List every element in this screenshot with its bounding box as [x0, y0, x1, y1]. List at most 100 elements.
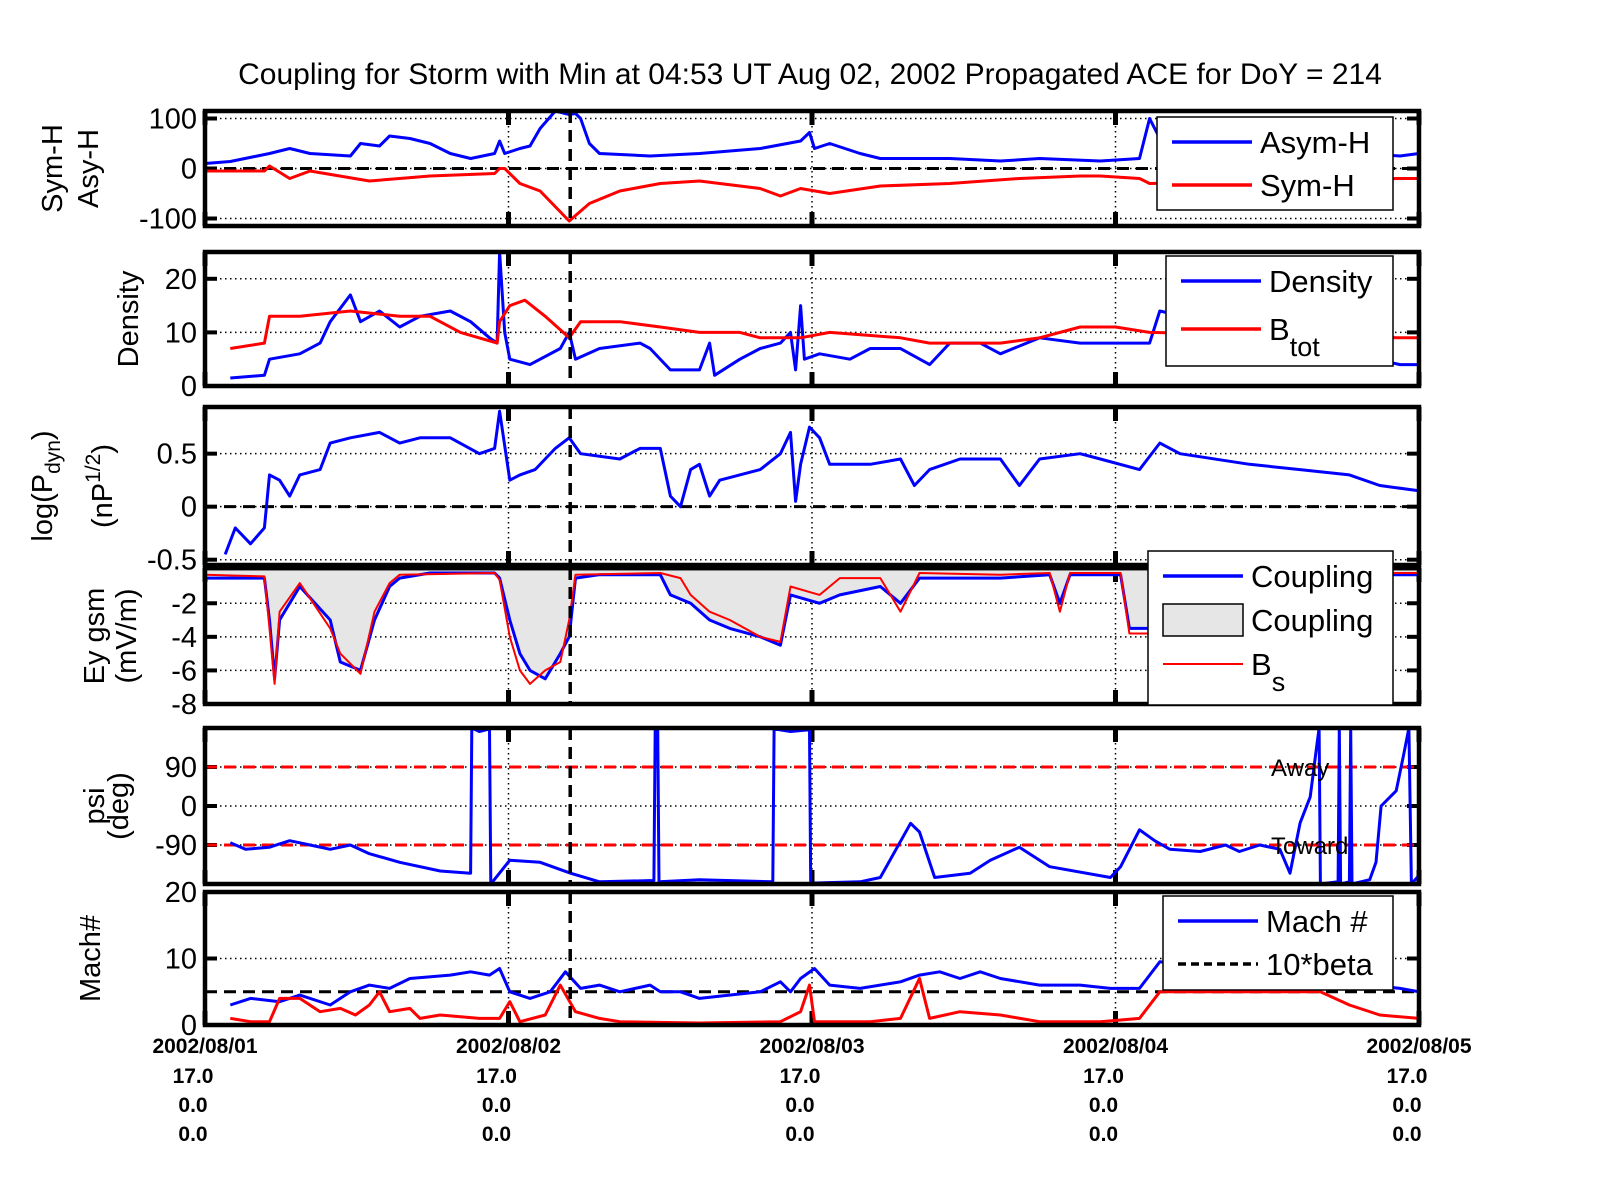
- x-tick-line3: 0.0: [1392, 1094, 1421, 1117]
- legend-label: Mach #: [1266, 904, 1368, 939]
- x-tick-line2: 17.0: [476, 1065, 517, 1088]
- y-axis-label: Mach#: [75, 915, 107, 1002]
- x-tick-line4: 0.0: [482, 1123, 511, 1146]
- legend-label-text: Density: [1269, 264, 1373, 299]
- y-tick-label: 10: [165, 317, 197, 349]
- y-tick-label: 0: [181, 1010, 197, 1042]
- panel-psi: -90 0 90 Away Toward psi(deg): [79, 725, 1422, 887]
- axes-box: [202, 404, 1422, 568]
- psi-annotation: Toward: [1271, 833, 1348, 860]
- plot-area: [230, 252, 1419, 380]
- y-tick-label: -8: [171, 689, 197, 721]
- y-axis-label-part: ): [87, 444, 119, 454]
- legend-box: [1165, 255, 1394, 367]
- y-axis-label: (mV/m): [111, 588, 143, 683]
- y-tick-label: 90: [165, 752, 197, 784]
- legend-label: Coupling: [1251, 603, 1373, 638]
- legend-label: Coupling: [1251, 559, 1373, 594]
- chart-title: Coupling for Storm with Min at 04:53 UT …: [238, 58, 1382, 91]
- y-axis-label: Ey gsm: [79, 588, 111, 685]
- legend-label: Sym-H: [1260, 168, 1355, 203]
- x-tick-line3: 0.0: [785, 1094, 814, 1117]
- legend-box: [1156, 116, 1394, 211]
- y-axis-label: log(Pdyn): [27, 430, 65, 541]
- y-tick-label: 10: [165, 944, 197, 976]
- x-tick-line3: 0.0: [482, 1094, 511, 1117]
- legend-label: Density: [1269, 264, 1373, 299]
- legend-label-text: Coupling: [1251, 603, 1373, 638]
- panel-density: 0 10 20 Density Density Btot: [113, 249, 1422, 403]
- legend-label-text: Coupling: [1251, 559, 1373, 594]
- x-tick-line3: 0.0: [178, 1094, 207, 1117]
- y-axis-label-part: Density: [113, 270, 145, 367]
- y-tick-label: -4: [171, 622, 197, 654]
- y-tick-label: -100: [139, 204, 197, 236]
- y-tick-label: -6: [171, 655, 197, 687]
- x-tick-line4: 0.0: [785, 1123, 814, 1146]
- y-axis-label-part: (deg): [103, 772, 135, 840]
- legend-label-text: B: [1269, 312, 1290, 347]
- psi-annotation: Away: [1271, 755, 1329, 782]
- y-axis-label-part: Ey gsm: [79, 588, 111, 685]
- x-tick-date: 2002/08/03: [759, 1035, 864, 1058]
- legend-label-text: Sym-H: [1260, 168, 1355, 203]
- series-line-mach-0: [229, 960, 1419, 1007]
- y-axis-label-part: dyn: [42, 440, 65, 474]
- x-axis-labels: 2002/08/01 17.0 0.0 0.0 2002/08/02 17.0 0.0 0.0…: [152, 1035, 1471, 1146]
- y-axis-label: Density: [113, 270, 145, 367]
- axes-box: [202, 725, 1422, 887]
- x-tick-date: 2002/08/05: [1366, 1035, 1471, 1058]
- y-axis-label-part: log(P: [27, 474, 59, 542]
- y-tick-label: 0.5: [157, 439, 197, 471]
- axes-box: [202, 565, 1422, 707]
- x-tick-line2: 17.0: [780, 1065, 821, 1088]
- legend-box: [1162, 895, 1394, 991]
- legend-label: 10*beta: [1266, 947, 1374, 982]
- legend-label-subscript: tot: [1290, 332, 1321, 362]
- y-tick-label: 0: [181, 371, 197, 403]
- y-tick-label: 0: [181, 791, 197, 823]
- y-axis-label: psi: [79, 787, 111, 824]
- x-tick-line4: 0.0: [1392, 1123, 1421, 1146]
- x-tick-line2: 17.0: [173, 1065, 214, 1088]
- x-tick-line4: 0.0: [178, 1123, 207, 1146]
- plot-area: [205, 960, 1419, 1025]
- legend-label: Bs: [1251, 647, 1285, 697]
- panel-ey: -8-6-4-2 Ey gsm (mV/m) Coupling Coupling Bs: [79, 550, 1422, 721]
- x-tick-line3: 0.0: [1089, 1094, 1118, 1117]
- y-tick-label: -0.5: [147, 545, 197, 577]
- y-axis-label-part: ): [27, 430, 59, 440]
- legend-label-text: B: [1251, 647, 1272, 682]
- x-tick-line4: 0.0: [1089, 1123, 1118, 1146]
- legend-mach: Mach # 10*beta: [1162, 895, 1394, 991]
- y-axis-label-part: (nP: [87, 483, 119, 528]
- legend-density: Density Btot: [1165, 255, 1394, 367]
- x-tick-date: 2002/08/02: [456, 1035, 561, 1058]
- series-line-pdyn-0: [223, 409, 1419, 555]
- y-tick-label: 0: [181, 492, 197, 524]
- y-axis-label-part: Asy-H: [73, 129, 105, 208]
- x-tick-line2: 17.0: [1387, 1065, 1428, 1088]
- y-axis-label-part: (mV/m): [111, 588, 143, 683]
- legend-label: Asym-H: [1260, 125, 1370, 160]
- y-tick-label: 20: [165, 264, 197, 296]
- y-axis-label-part: psi: [79, 787, 111, 824]
- y-axis-label: Sym-H: [37, 124, 69, 213]
- y-tick-label: 0: [181, 154, 197, 186]
- legend-label-subscript: s: [1272, 667, 1286, 697]
- panel-mach: 0 10 20 Mach# Mach # 10*beta: [75, 877, 1422, 1042]
- series-line-symh-1: [205, 164, 1419, 223]
- plot-area: [205, 568, 1419, 685]
- legend-label-text: Mach #: [1266, 904, 1368, 939]
- y-tick-label: -2: [171, 588, 197, 620]
- x-tick-line2: 17.0: [1083, 1065, 1124, 1088]
- y-axis-label-part: Mach#: [75, 915, 107, 1002]
- y-tick-label: 100: [149, 104, 197, 136]
- legend-ey: Coupling Coupling Bs: [1147, 550, 1394, 706]
- legend-label-text: Asym-H: [1260, 125, 1370, 160]
- y-axis-label: Asy-H: [73, 129, 105, 208]
- y-axis-label: (nP1/2): [82, 444, 119, 528]
